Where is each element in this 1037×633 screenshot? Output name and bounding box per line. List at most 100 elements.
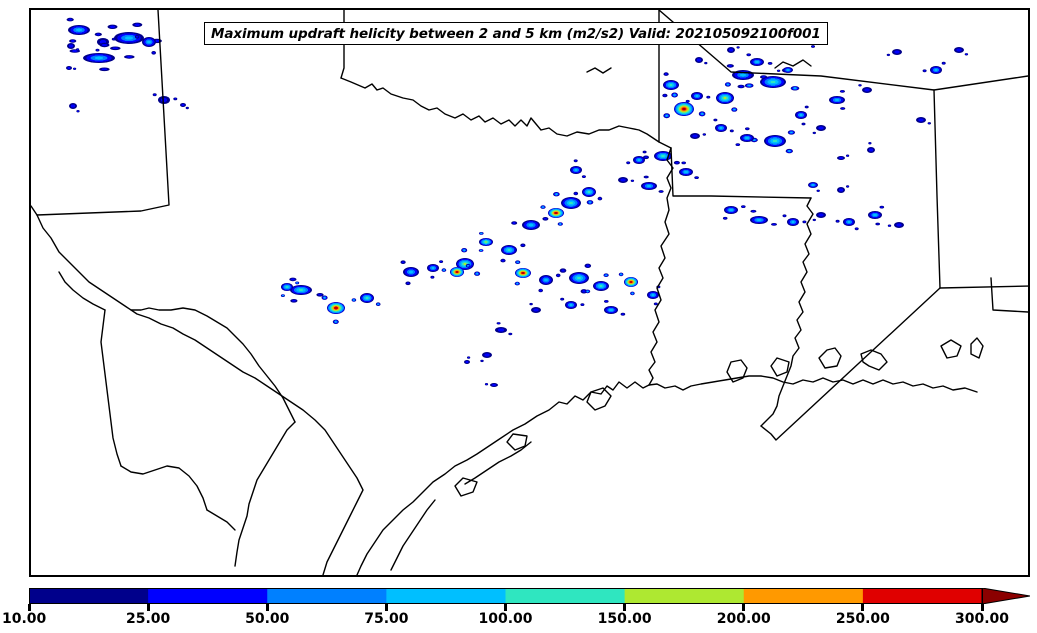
border-mexico-state-tamaulipas [234,421,296,567]
uh-cell [618,177,628,183]
uh-cell [490,383,498,387]
uh-cell-fragment [76,110,80,113]
uh-cell [114,32,144,44]
uh-cell-fragment [887,224,892,227]
uh-cell [795,111,807,119]
uh-cell [633,156,645,164]
uh-cell [593,281,609,291]
uh-cell-fragment [776,69,781,72]
uh-cell-fragment [698,111,706,117]
colorbar-tick-label: 200.00 [716,611,771,627]
uh-cell-fragment [597,196,603,201]
colorbar-gradient [29,588,1030,604]
uh-cell-fragment [553,192,560,197]
colorbar-tick-label: 75.00 [364,611,409,627]
uh-cell-fragment [804,105,809,109]
uh-cell [816,212,826,218]
border-texas-louisiana [648,147,674,386]
uh-cell-fragment [787,130,796,135]
colorbar-band [862,588,983,604]
uh-cell-fragment [642,150,647,154]
uh-cell-fragment [73,67,77,70]
uh-cell-fragment [662,93,668,98]
uh-cell-fragment [868,142,872,145]
uh-cell-fragment [560,297,565,301]
border-arkansas-louisiana [670,147,812,199]
uh-cell [569,272,589,284]
uh-cell-fragment [802,220,807,224]
uh-cell [647,291,659,299]
colorbar-extend-arrow [981,588,1030,604]
uh-cell-fragment [542,217,549,221]
bayou-barataria [770,357,790,377]
uh-cell [482,352,492,358]
uh-cell-fragment [658,190,664,193]
colorbar-tick-mark [980,604,984,611]
uh-cell-fragment [735,143,741,147]
uh-cell [565,301,577,309]
uh-cell-fragment [107,24,118,29]
colorbar-tick-mark [504,604,507,611]
river-tributary-ouachita [774,59,812,69]
uh-cell [663,80,679,90]
border-arkansas-north [658,10,1028,91]
uh-cell-fragment [540,205,546,209]
colorbar-band [505,588,626,604]
uh-cell-fragment [729,129,734,133]
uh-cell-fragment [746,53,751,57]
uh-cell-fragment [840,107,846,110]
uh-cell-fragment [375,302,381,307]
uh-cell [501,245,517,255]
uh-cell-fragment [430,275,435,279]
uh-cell-fragment [731,107,738,112]
uh-cell-fragment [816,189,820,192]
colorbar-band [267,588,387,604]
colorbar-tick-label: 25.00 [125,611,171,627]
river-tributary-red [586,67,612,74]
uh-cell-fragment [581,175,586,179]
uh-cell-fragment [782,214,787,218]
uh-cell [894,222,904,228]
uh-cell-fragment [767,62,773,65]
uh-cell-fragment [886,53,891,57]
uh-cell [522,220,540,230]
uh-cell [690,133,700,139]
uh-cell-fragment [151,51,156,55]
uh-cell-fragment [745,127,750,131]
uh-cell [495,327,507,333]
uh-cell [464,360,470,364]
uh-cell [715,124,727,132]
uh-cell-fragment [744,83,754,88]
uh-cell [679,168,693,176]
uh-cell-fragment [875,222,880,226]
uh-cell-fragment [280,294,285,297]
uh-cell [843,218,855,226]
colorbar-tick-mark [265,604,269,611]
uh-cell [69,103,77,109]
map-panel: Maximum updraft helicity between 2 and 5… [29,8,1030,577]
uh-cell [892,49,902,55]
uh-cell-fragment [110,46,121,51]
uh-cell-fragment [132,22,143,27]
uh-cell-fragment [671,92,678,98]
bay-matagorda [506,433,528,451]
coastline-texas-gulf [356,381,650,575]
uh-cell-fragment [66,17,74,22]
uh-cell-fragment [332,319,339,324]
uh-cell-fragment [846,185,850,188]
uh-cell [740,134,754,142]
uh-cell [624,277,638,287]
uh-cell [281,283,293,291]
border-red-river [340,77,660,143]
colorbar-tick-label: 250.00 [835,611,890,627]
uh-cell-fragment [69,39,77,43]
uh-cell-fragment [295,281,300,285]
uh-cell [548,208,564,218]
uh-cell-fragment [124,55,135,59]
colorbar-tick-mark [861,604,865,611]
bay-corpus-christi [454,477,478,497]
colorbar-tick-mark [623,604,627,611]
map-canvas [31,10,1028,575]
uh-cell-fragment [400,260,406,264]
uh-cell [750,58,764,66]
